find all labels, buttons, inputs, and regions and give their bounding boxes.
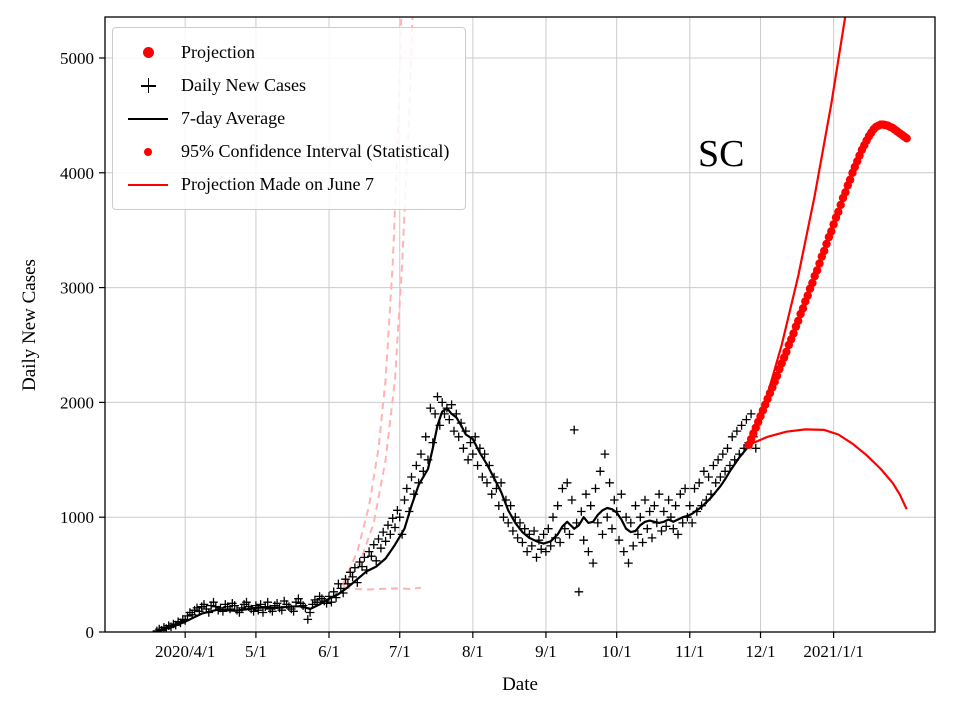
plus-marker-icon <box>140 78 156 93</box>
x-tick-label: 2021/1/1 <box>803 642 863 661</box>
legend-item-projection: Projection <box>119 36 449 69</box>
x-tick-label: 12/1 <box>745 642 775 661</box>
x-tick-label: 9/1 <box>535 642 557 661</box>
legend-label: 95% Confidence Interval (Statistical) <box>181 141 450 161</box>
projection-dot <box>782 347 791 357</box>
projection-dot <box>822 239 831 249</box>
plot-border <box>104 16 936 633</box>
projection-dot <box>772 371 782 381</box>
legend-item-confidence-interval: 95% Confidence Interval (Statistical) <box>119 135 449 168</box>
legend: Projection Daily New Cases 7-day Average… <box>112 27 467 210</box>
y-tick-label: 0 <box>86 623 95 642</box>
series-layer <box>152 17 911 632</box>
red-line-icon <box>128 183 168 186</box>
x-tick-label: 6/1 <box>318 642 340 661</box>
projection-dot <box>834 207 843 216</box>
x-tick-label: 5/1 <box>245 642 267 661</box>
legend-item-7-day-average: 7-day Average <box>119 102 449 135</box>
red-dot-small-icon <box>144 147 152 156</box>
projection-dot <box>845 175 855 184</box>
projection-dot <box>820 246 829 256</box>
confidence-interval-lower-line <box>748 428 908 510</box>
legend-label: Projection Made on June 7 <box>181 174 374 194</box>
x-tick-label: 7/1 <box>389 642 411 661</box>
x-tick-label: 8/1 <box>462 642 484 661</box>
projection-dot <box>812 266 822 275</box>
june7-projection-lower-line <box>343 586 422 591</box>
legend-label: 7-day Average <box>181 108 286 128</box>
projection-dot <box>789 329 798 338</box>
red-dot-icon <box>142 47 154 58</box>
projection-dot <box>841 188 850 197</box>
x-tick-label: 2020/4/1 <box>155 642 215 661</box>
seven-day-average-line <box>156 407 750 632</box>
legend-item-daily-new-cases: Daily New Cases <box>119 69 449 102</box>
projection-dot <box>803 291 812 300</box>
y-axis-title: Daily New Cases <box>19 259 40 391</box>
projection-dot <box>794 316 803 326</box>
y-tick-label: 1000 <box>60 508 94 527</box>
projection-dot <box>815 259 824 268</box>
y-tick-label: 2000 <box>60 393 94 412</box>
projection-dot <box>836 200 845 210</box>
projection-dot <box>798 304 808 313</box>
black-line-icon <box>128 117 168 120</box>
y-tick-label: 4000 <box>60 164 94 183</box>
legend-label: Daily New Cases <box>181 75 306 95</box>
projection-dot <box>808 278 817 288</box>
projection-dot <box>829 220 838 229</box>
x-axis-title: Date <box>502 674 538 695</box>
y-tick-label: 5000 <box>60 49 94 68</box>
state-annotation: SC <box>698 133 745 175</box>
projection-dot <box>827 227 836 236</box>
x-tick-label: 10/1 <box>602 642 632 661</box>
projection-dot <box>902 134 911 143</box>
y-tick-label: 3000 <box>60 279 94 298</box>
daily-new-cases-markers <box>152 392 761 632</box>
legend-item-june7-projection: Projection Made on June 7 <box>119 168 449 201</box>
legend-label: Projection <box>181 42 255 62</box>
x-tick-label: 11/1 <box>675 642 705 661</box>
